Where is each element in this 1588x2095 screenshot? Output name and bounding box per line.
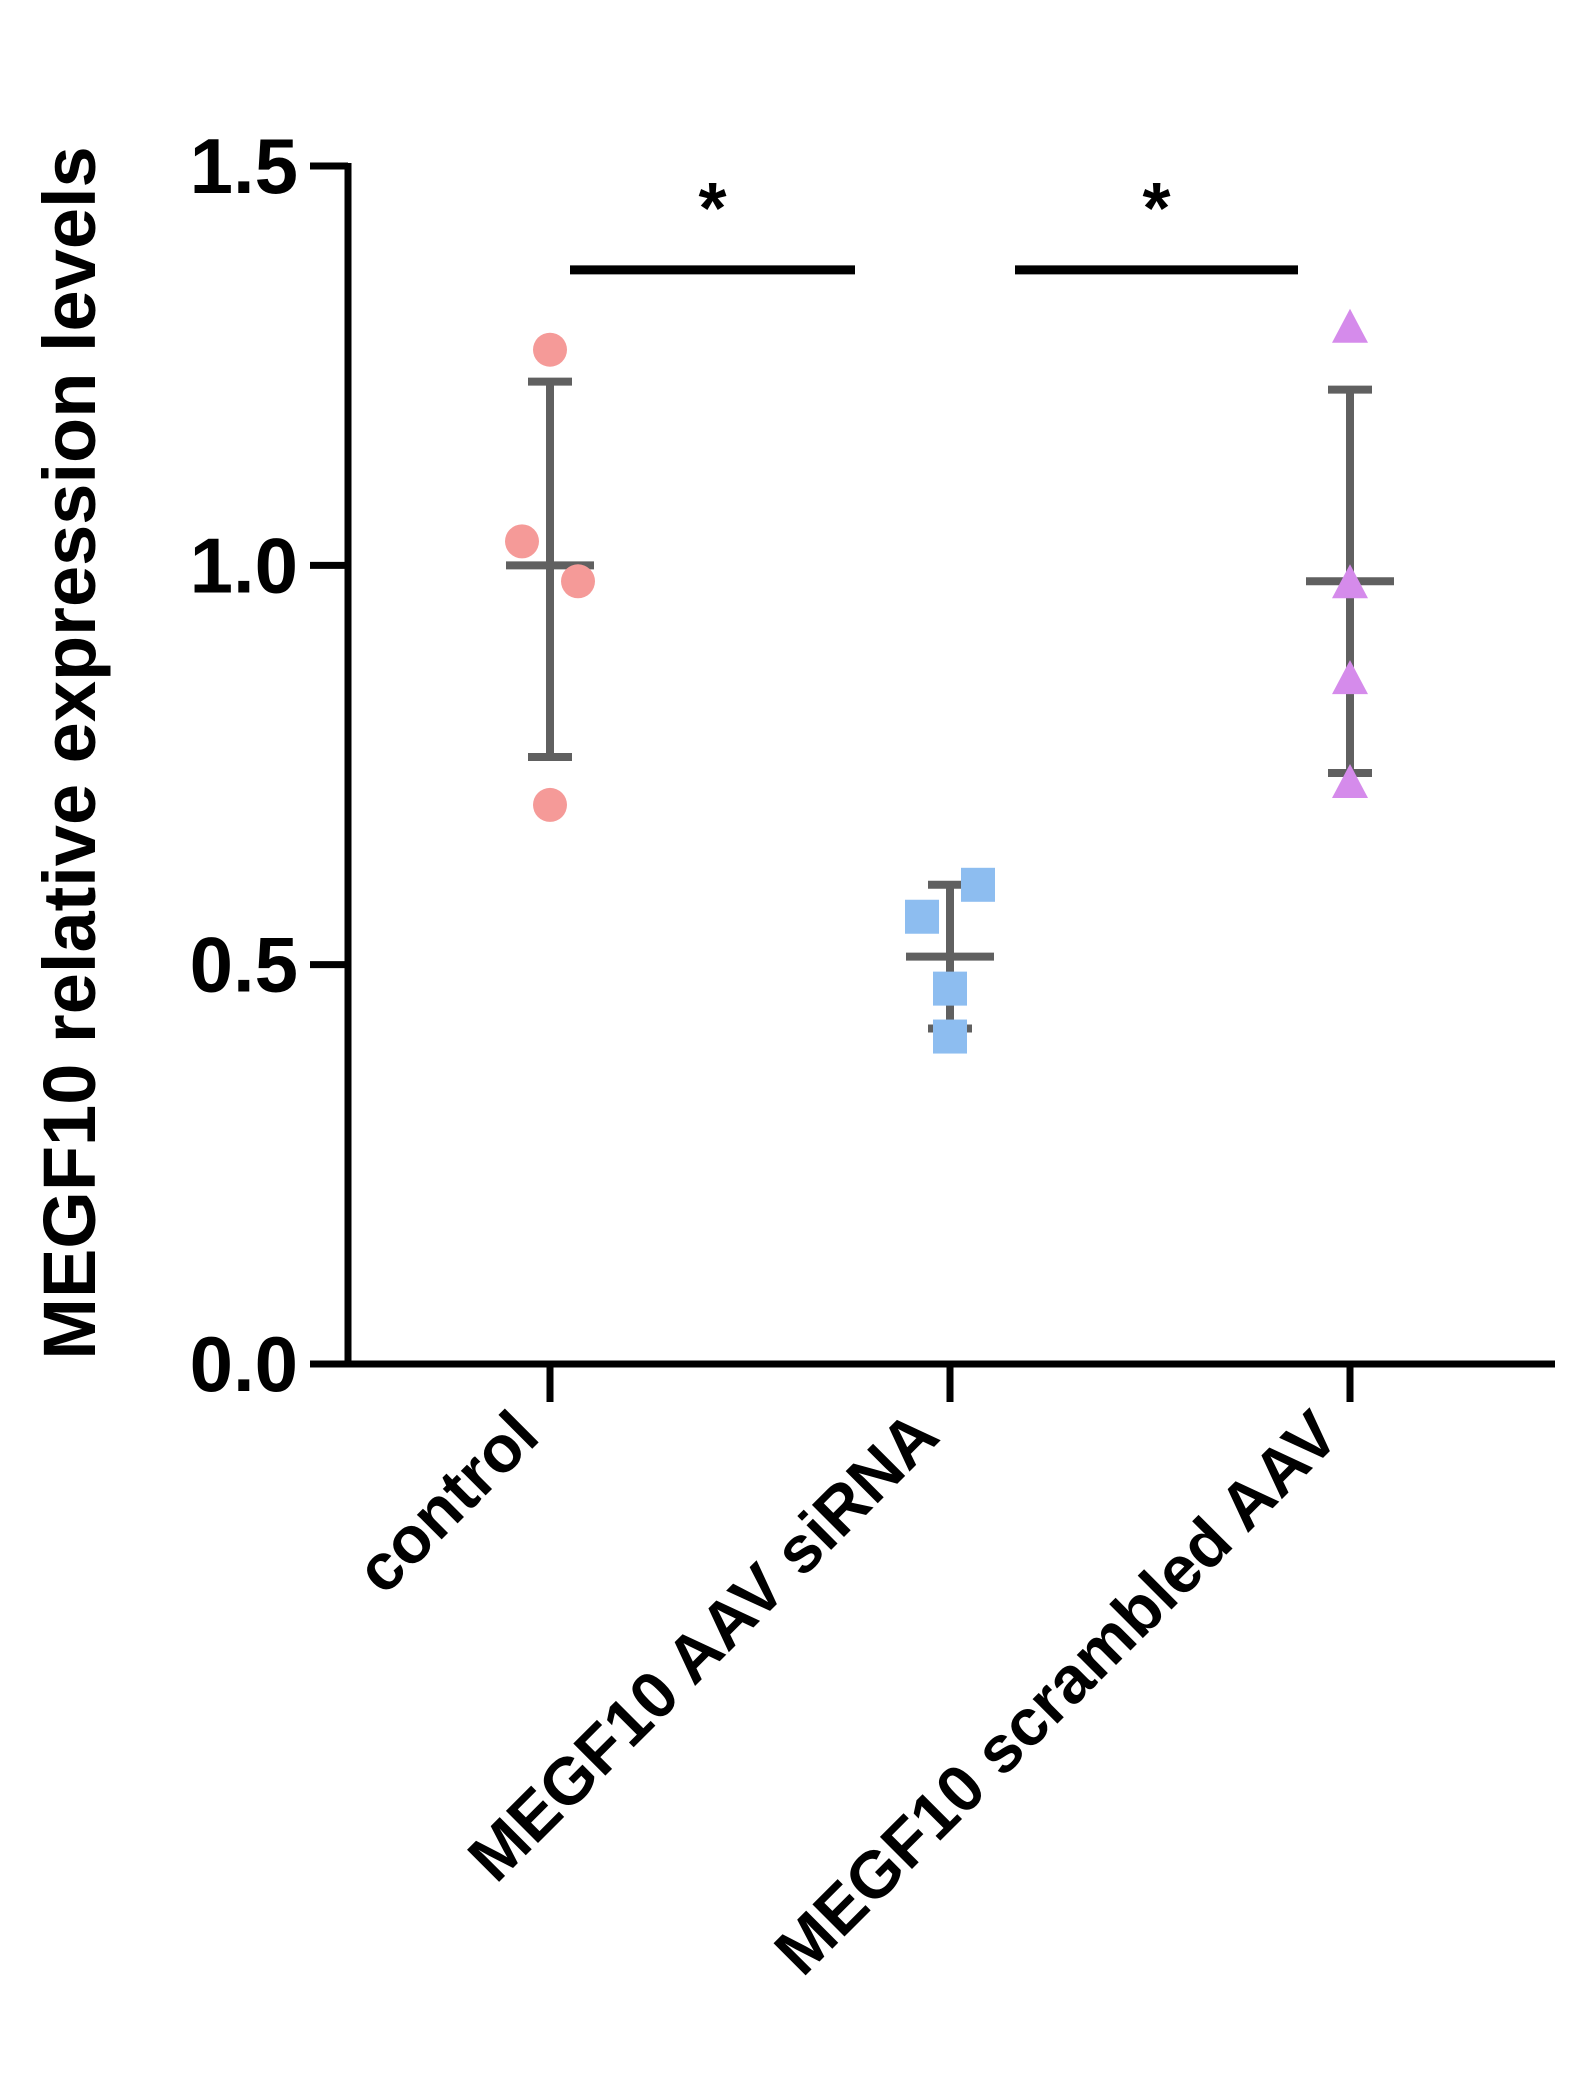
x-tick-label: control bbox=[341, 1397, 551, 1607]
y-axis-title: MEGF10 relative expression levels bbox=[28, 146, 111, 1359]
data-point-circle bbox=[533, 332, 567, 367]
error-bars bbox=[506, 377, 1394, 1033]
data-point-square bbox=[961, 867, 995, 902]
data-point-circle bbox=[505, 524, 539, 559]
data-point-circle bbox=[561, 564, 595, 599]
data-point-square bbox=[905, 899, 939, 934]
data-point-square bbox=[933, 971, 967, 1006]
y-tick-label: 1.0 bbox=[190, 521, 298, 609]
data-point-triangle bbox=[1332, 660, 1368, 695]
significance-asterisk: * bbox=[1142, 169, 1170, 249]
data-point-circle bbox=[533, 787, 567, 822]
axes bbox=[310, 162, 1555, 1402]
y-tick-label: 1.5 bbox=[190, 122, 298, 210]
y-tick-label: 0.5 bbox=[190, 921, 298, 1009]
data-point-square bbox=[933, 1019, 967, 1054]
data-point-triangle bbox=[1332, 564, 1368, 599]
y-tick-label: 0.0 bbox=[190, 1320, 298, 1408]
data-point-triangle bbox=[1332, 308, 1368, 343]
significance-annotations: * * bbox=[570, 169, 1298, 275]
data-points bbox=[505, 308, 1368, 1054]
data-point-triangle bbox=[1332, 763, 1368, 798]
significance-asterisk: * bbox=[698, 169, 726, 249]
